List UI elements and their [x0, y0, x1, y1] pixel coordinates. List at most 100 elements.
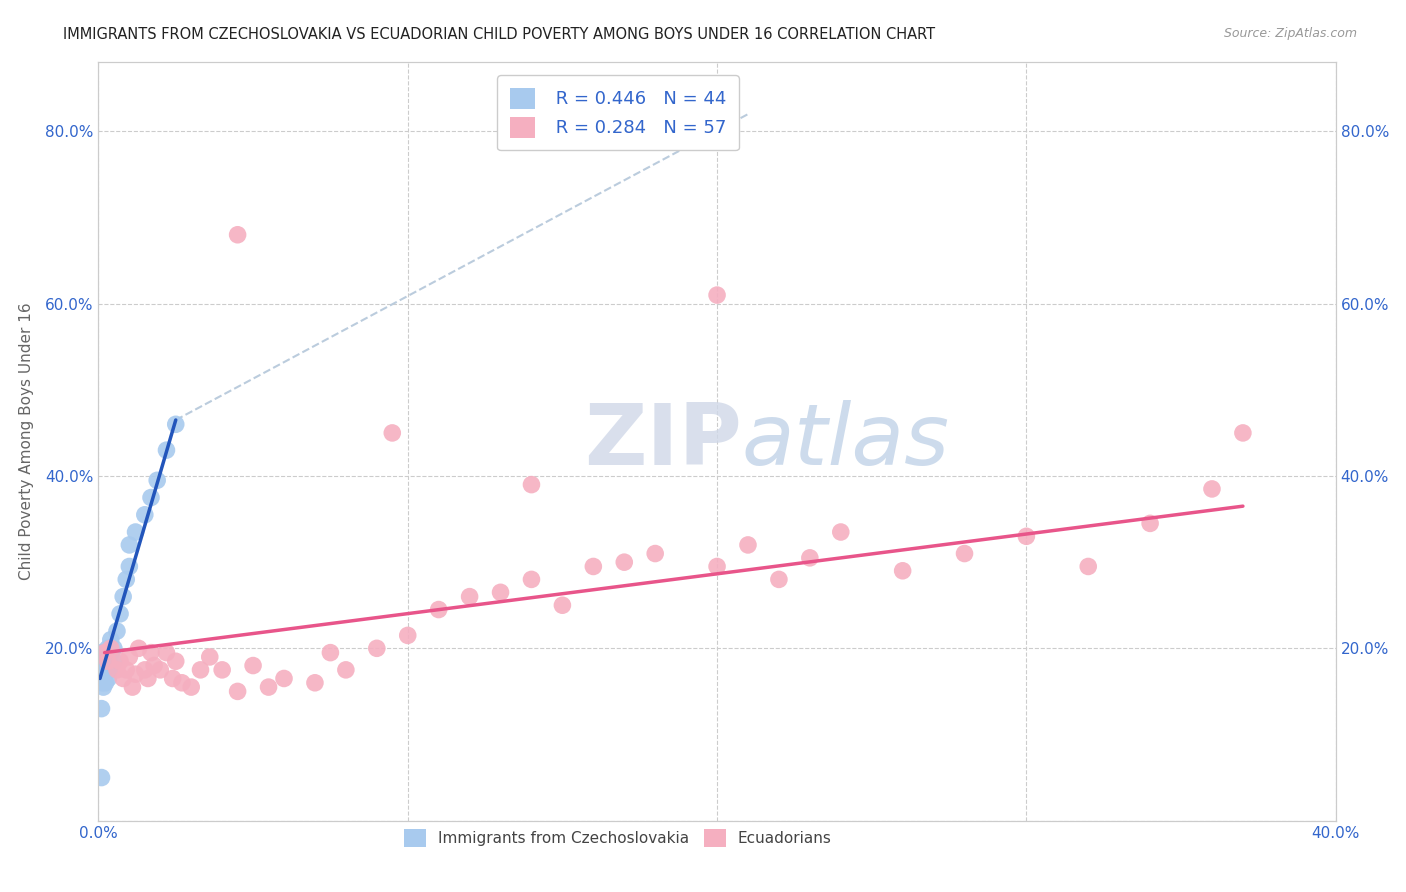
Point — [489, 585, 512, 599]
Point — [162, 672, 184, 686]
Point — [93, 658, 115, 673]
Text: Source: ZipAtlas.com: Source: ZipAtlas.com — [1223, 27, 1357, 40]
Point — [953, 547, 976, 561]
Point — [146, 473, 169, 487]
Point — [165, 417, 187, 432]
Point — [1232, 425, 1254, 440]
Point — [118, 559, 141, 574]
Point — [91, 663, 114, 677]
Point — [97, 663, 120, 677]
Point — [93, 654, 115, 668]
Point — [97, 654, 120, 668]
Point — [134, 508, 156, 522]
Point — [100, 646, 122, 660]
Point — [94, 675, 117, 690]
Point — [139, 646, 162, 660]
Point — [335, 663, 357, 677]
Point — [90, 649, 112, 664]
Point — [115, 663, 138, 677]
Point — [91, 667, 114, 681]
Text: ZIP: ZIP — [583, 400, 742, 483]
Point — [98, 663, 121, 677]
Point — [118, 538, 141, 552]
Point — [90, 663, 112, 677]
Point — [124, 667, 146, 681]
Point — [155, 443, 177, 458]
Point — [644, 547, 666, 561]
Point — [89, 672, 111, 686]
Point — [97, 641, 120, 656]
Y-axis label: Child Poverty Among Boys Under 16: Child Poverty Among Boys Under 16 — [18, 302, 34, 581]
Point — [520, 477, 543, 491]
Point — [180, 680, 202, 694]
Point — [304, 675, 326, 690]
Point — [112, 590, 135, 604]
Point — [737, 538, 759, 552]
Point — [273, 672, 295, 686]
Point — [108, 654, 131, 668]
Text: atlas: atlas — [742, 400, 950, 483]
Point — [257, 680, 280, 694]
Point — [170, 675, 193, 690]
Point — [93, 680, 115, 694]
Point — [96, 649, 118, 664]
Point — [1015, 529, 1038, 543]
Point — [190, 663, 212, 677]
Point — [90, 658, 112, 673]
Point — [891, 564, 914, 578]
Point — [242, 658, 264, 673]
Point — [319, 646, 342, 660]
Point — [211, 663, 233, 677]
Point — [90, 646, 112, 660]
Point — [105, 624, 128, 639]
Point — [226, 227, 249, 242]
Point — [124, 524, 146, 539]
Point — [830, 524, 852, 539]
Point — [93, 646, 115, 660]
Point — [582, 559, 605, 574]
Point — [91, 675, 114, 690]
Point — [118, 649, 141, 664]
Point — [551, 599, 574, 613]
Point — [90, 701, 112, 715]
Point — [520, 573, 543, 587]
Point — [458, 590, 481, 604]
Point — [198, 649, 221, 664]
Point — [149, 663, 172, 677]
Point — [100, 641, 122, 656]
Point — [165, 654, 187, 668]
Point — [96, 663, 118, 677]
Point — [93, 646, 115, 660]
Point — [143, 658, 166, 673]
Point — [1077, 559, 1099, 574]
Point — [105, 663, 128, 677]
Point — [706, 559, 728, 574]
Point — [706, 288, 728, 302]
Point — [381, 425, 404, 440]
Point — [90, 771, 112, 785]
Legend: Immigrants from Czechoslovakia, Ecuadorians: Immigrants from Czechoslovakia, Ecuadori… — [396, 822, 839, 855]
Point — [103, 641, 125, 656]
Point — [155, 646, 177, 660]
Point — [366, 641, 388, 656]
Point — [93, 672, 115, 686]
Point — [115, 573, 138, 587]
Point — [93, 663, 115, 677]
Point — [139, 491, 162, 505]
Point — [100, 658, 122, 673]
Point — [121, 680, 143, 694]
Point — [103, 654, 125, 668]
Point — [94, 667, 117, 681]
Point — [1201, 482, 1223, 496]
Point — [396, 628, 419, 642]
Point — [97, 654, 120, 668]
Point — [97, 672, 120, 686]
Point — [134, 663, 156, 677]
Point — [799, 550, 821, 565]
Point — [136, 672, 159, 686]
Point — [427, 602, 450, 616]
Point — [96, 658, 118, 673]
Point — [768, 573, 790, 587]
Point — [108, 607, 131, 621]
Point — [112, 672, 135, 686]
